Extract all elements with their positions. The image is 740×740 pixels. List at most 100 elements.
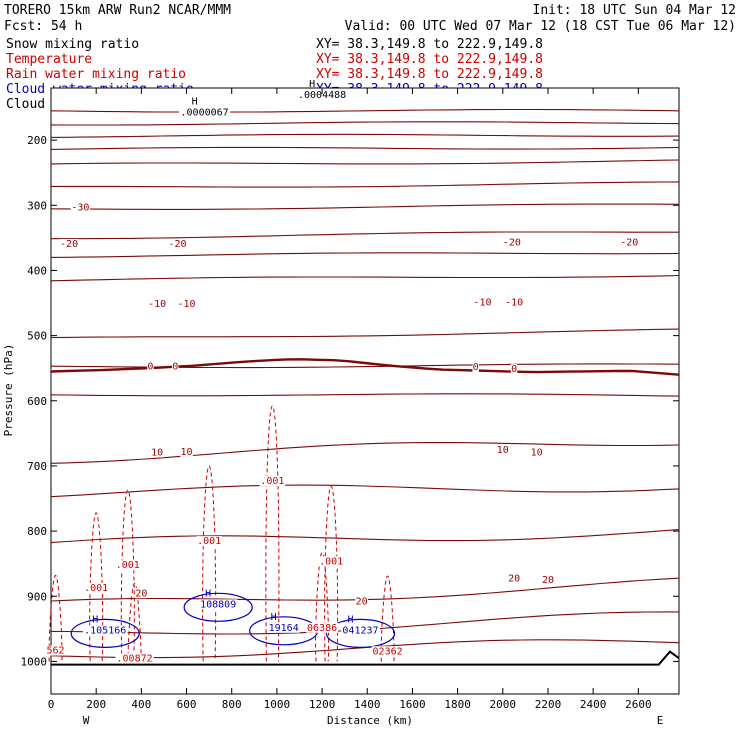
y-tick-label: 1000 xyxy=(21,655,48,668)
isotherm-line xyxy=(51,231,679,240)
terrain-line xyxy=(51,650,680,666)
contour-label: -20 xyxy=(620,238,638,249)
contour-label: 02362 xyxy=(373,646,403,657)
label-mask xyxy=(83,583,109,594)
contour-label: 10 xyxy=(181,447,193,458)
x-tick-label: 600 xyxy=(177,698,197,711)
label-mask xyxy=(371,646,404,657)
isotherm-line xyxy=(50,358,680,376)
y-axis-label: Pressure (hPa) xyxy=(2,344,15,437)
contour-label: -10 xyxy=(148,299,166,310)
contour-label: .0004488 xyxy=(298,90,346,101)
y-tick-label: 600 xyxy=(27,395,47,408)
x-tick-label: 1200 xyxy=(309,698,336,711)
label-mask xyxy=(134,588,148,599)
max-marker: H xyxy=(192,96,198,107)
label-mask xyxy=(296,89,348,100)
contour-label: -20 xyxy=(503,238,521,249)
label-mask xyxy=(167,238,188,249)
contour-label: 20 xyxy=(135,588,147,599)
y-tick-label: 300 xyxy=(27,199,47,212)
label-mask xyxy=(147,298,167,309)
x-tick-label: 400 xyxy=(131,698,151,711)
contour-label: 06386 xyxy=(307,623,337,634)
label-mask xyxy=(82,625,128,636)
label-mask xyxy=(150,447,164,458)
x-tick-label: 800 xyxy=(222,698,242,711)
isotherm-line xyxy=(50,393,680,397)
rain-water-contour xyxy=(202,465,217,662)
label-mask xyxy=(355,596,369,607)
y-tick-label: 900 xyxy=(27,590,47,603)
x-tick-label: 1600 xyxy=(399,698,426,711)
legend-xy: XY= 38.3,149.8 to 222.9,149.8 xyxy=(316,67,543,82)
contour-label: 10 xyxy=(151,448,163,459)
y-tick-label: 800 xyxy=(27,525,47,538)
isotherm-line xyxy=(50,203,680,210)
x-tick-label: 2600 xyxy=(625,698,652,711)
contour-label: 20 xyxy=(508,573,520,584)
contour-label: 041237 xyxy=(342,625,378,636)
contour-label: 108809 xyxy=(200,599,236,610)
contour-label: .0000067 xyxy=(181,107,229,118)
x-tick-label: 1400 xyxy=(354,698,381,711)
x-axis-label: Distance (km) xyxy=(327,714,413,727)
label-mask xyxy=(259,476,286,487)
contour-label: .001 xyxy=(197,536,221,547)
isotherm-line xyxy=(50,121,680,126)
rain-water-contour xyxy=(48,574,63,662)
contour-label: -20 xyxy=(168,239,186,250)
rain-water-contour xyxy=(89,512,104,662)
x-tick-label: 0 xyxy=(48,698,55,711)
x-tick-label: 200 xyxy=(86,698,106,711)
isotherm-line xyxy=(50,328,680,339)
isotherm-line xyxy=(50,146,680,150)
x-tick-label: 2400 xyxy=(580,698,607,711)
label-mask xyxy=(530,447,544,458)
contour-label: 20 xyxy=(356,597,368,608)
label-mask xyxy=(172,361,179,372)
label-mask xyxy=(59,238,79,249)
label-mask xyxy=(496,444,510,455)
x-tick-label: 1000 xyxy=(264,698,291,711)
contour-label: 0 xyxy=(511,364,517,375)
label-mask xyxy=(70,202,90,213)
contour-label: 0 xyxy=(172,361,178,372)
contour-label: 0 xyxy=(473,362,479,373)
contour-labels: -30 -20 -20 -20 -20 -10 -10 -10 -10 0 0 0 0 10 10 10 10 2… xyxy=(45,79,639,664)
rain-water-contour xyxy=(120,489,135,662)
legend-xy: XY= 38.3,149.8 to 222.9,149.8 xyxy=(316,37,543,52)
plot-frame xyxy=(50,87,680,695)
label-mask xyxy=(507,573,521,584)
isotherm-line xyxy=(50,133,680,138)
rain-water-contour xyxy=(324,485,339,662)
y-tick-label: 200 xyxy=(27,134,47,147)
contour-label: 0 xyxy=(147,361,153,372)
isotherm-line xyxy=(50,108,680,113)
x-tick-label: 1800 xyxy=(444,698,471,711)
label-mask xyxy=(510,364,518,375)
rain-water-contour xyxy=(127,582,142,663)
y-tick-label: 500 xyxy=(27,330,47,343)
contour-label: 19164 xyxy=(269,623,299,634)
isotherm-line xyxy=(50,274,680,282)
max-marker: H xyxy=(309,79,315,90)
valid-time: Valid: 00 UTC Wed 07 Mar 12 (18 CST Tue … xyxy=(345,19,736,34)
contour-label: -10 xyxy=(473,298,491,309)
contour-label: 20 xyxy=(542,575,554,586)
init-time: Init: 18 UTC Sun 04 Mar 12 xyxy=(533,3,737,18)
max-marker: H xyxy=(271,612,277,623)
contour-label: .001 xyxy=(319,556,343,567)
contour-label: 10 xyxy=(531,448,543,459)
legend-label: Rain water mixing ratio xyxy=(6,67,186,82)
rain-water-contour xyxy=(265,405,280,662)
label-mask xyxy=(45,645,66,656)
contour-label: .001 xyxy=(116,560,140,571)
max-marker: H xyxy=(205,588,211,599)
legend-label: Temperature xyxy=(6,52,92,67)
legend-xy: XY= 38.3,149.8 to 222.9,149.8 xyxy=(316,52,543,67)
label-mask xyxy=(541,575,555,586)
label-mask xyxy=(179,107,231,118)
